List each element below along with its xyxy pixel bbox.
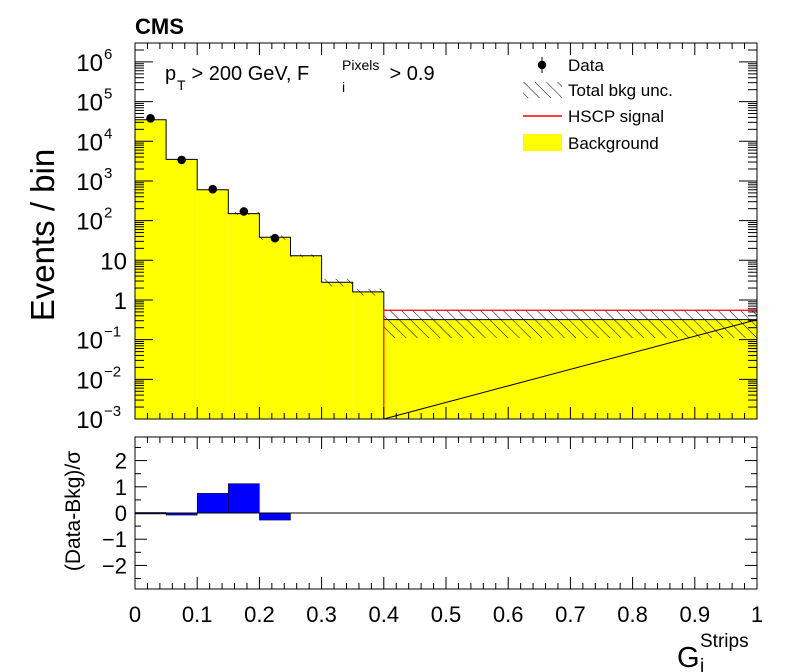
legend-entry-data: Data bbox=[537, 56, 604, 75]
main-y-tick-label: 10 bbox=[100, 248, 127, 275]
ratio-y-tick-label: 1 bbox=[115, 475, 127, 500]
main-y-tick-exponent: −1 bbox=[104, 324, 121, 341]
main-y-tick-label: 10 bbox=[76, 367, 103, 394]
background-bar bbox=[352, 291, 384, 419]
ratio-plot-frame bbox=[134, 436, 758, 590]
main-y-tick-label: 10 bbox=[76, 90, 103, 117]
data-point bbox=[239, 207, 249, 216]
main-y-tick-exponent: 3 bbox=[104, 165, 112, 182]
main-y-tick-exponent: 4 bbox=[104, 125, 112, 142]
legend-data-marker bbox=[537, 60, 547, 70]
legend-label-background: Background bbox=[568, 134, 659, 153]
background-histogram bbox=[134, 119, 758, 420]
ratio-y-tick-label: −2 bbox=[102, 553, 127, 578]
legend-background-swatch bbox=[523, 134, 562, 151]
bkg-uncertainty-band bbox=[228, 211, 757, 339]
bkg-unc-box bbox=[290, 254, 322, 258]
background-bar bbox=[321, 282, 353, 419]
x-axis-label: G Strips i bbox=[677, 631, 749, 672]
x-axis-label-base: G bbox=[677, 642, 700, 672]
hscp-signal-line bbox=[383, 309, 757, 419]
ratio-bars bbox=[134, 483, 291, 521]
ratio-x-ticks: 0 0.1 0.2 0.3 0.4 0.5 0.6 0.7 0.8 0.9 1 bbox=[129, 437, 763, 627]
x-tick-label: 0.8 bbox=[617, 602, 648, 627]
main-y-tick-label: 10 bbox=[76, 328, 103, 355]
annotation-prefix-sub: T bbox=[177, 77, 186, 93]
ratio-bar bbox=[228, 483, 260, 514]
annotation-f-sub: i bbox=[342, 79, 345, 95]
ratio-y-tick-label: 0 bbox=[115, 501, 127, 526]
main-y-tick-exponent: 6 bbox=[104, 46, 112, 63]
annotation-f-sup: Pixels bbox=[342, 57, 379, 73]
background-bar bbox=[290, 255, 322, 419]
legend-label-signal: HSCP signal bbox=[568, 107, 664, 126]
x-tick-label: 0 bbox=[129, 602, 141, 627]
ratio-y-tick-label: 2 bbox=[115, 449, 127, 474]
background-bar bbox=[197, 189, 229, 419]
main-y-tick-exponent: −2 bbox=[104, 363, 121, 380]
main-y-tick-label: 10 bbox=[76, 169, 103, 196]
legend-entry-background: Background bbox=[523, 134, 659, 153]
data-point bbox=[177, 155, 186, 165]
bkg-unc-box bbox=[321, 278, 353, 287]
x-tick-label: 0.4 bbox=[369, 602, 400, 627]
x-tick-label: 0.2 bbox=[244, 602, 275, 627]
x-tick-label: 0.1 bbox=[182, 602, 213, 627]
main-plot-frame bbox=[134, 42, 758, 420]
main-y-tick-label: 10 bbox=[76, 129, 103, 156]
ratio-y-axis-label: (Data-Bkg)/σ bbox=[62, 451, 85, 571]
main-y-axis-label: Events / bin bbox=[24, 149, 61, 321]
main-y-tick-label: 10 bbox=[76, 209, 103, 236]
x-tick-label: 0.6 bbox=[493, 602, 524, 627]
x-tick-label: 1 bbox=[751, 602, 763, 627]
data-point bbox=[146, 113, 155, 123]
bkg-unc-box bbox=[352, 288, 384, 296]
x-tick-label: 0.9 bbox=[680, 602, 711, 627]
background-bar bbox=[166, 159, 198, 419]
data-point bbox=[208, 184, 218, 194]
main-y-tick-exponent: 2 bbox=[104, 205, 112, 222]
legend: Data Total bkg unc. HSCP signal Backgrou… bbox=[523, 56, 673, 153]
selection-annotation: p T > 200 GeV, F Pixels i > 0.9 bbox=[165, 57, 435, 95]
main-y-tick-exponent: −3 bbox=[104, 403, 121, 420]
experiment-label: CMS bbox=[135, 14, 184, 39]
data-point bbox=[270, 233, 280, 243]
background-bar bbox=[228, 213, 260, 419]
main-y-tick-label: 1 bbox=[114, 288, 127, 315]
background-bar bbox=[259, 237, 291, 419]
ratio-bar bbox=[259, 512, 291, 521]
ratio-bar bbox=[196, 493, 229, 514]
x-tick-label: 0.7 bbox=[555, 602, 586, 627]
ratio-y-tick-label: −1 bbox=[102, 527, 127, 552]
legend-label-data: Data bbox=[568, 56, 604, 75]
main-y-tick-label: 10 bbox=[76, 407, 103, 434]
legend-entry-signal: HSCP signal bbox=[523, 107, 664, 126]
signal-step bbox=[383, 309, 757, 419]
legend-label-unc: Total bkg unc. bbox=[568, 81, 673, 100]
annotation-suffix: > 0.9 bbox=[384, 63, 435, 85]
main-y-tick-label: 10 bbox=[76, 50, 103, 77]
x-tick-label: 0.3 bbox=[306, 602, 337, 627]
x-tick-label: 0.5 bbox=[431, 602, 462, 627]
legend-entry-unc: Total bkg unc. bbox=[523, 81, 673, 100]
bkg-unc-box bbox=[383, 310, 757, 339]
main-y-tick-exponent: 5 bbox=[104, 86, 112, 103]
annotation-prefix: p bbox=[165, 63, 176, 85]
data-points bbox=[146, 113, 280, 243]
x-axis-label-sup: Strips bbox=[700, 631, 749, 652]
annotation-middle: > 200 GeV, F bbox=[186, 63, 309, 85]
x-axis-label-sub: i bbox=[700, 656, 704, 672]
legend-unc-swatch bbox=[523, 82, 562, 98]
